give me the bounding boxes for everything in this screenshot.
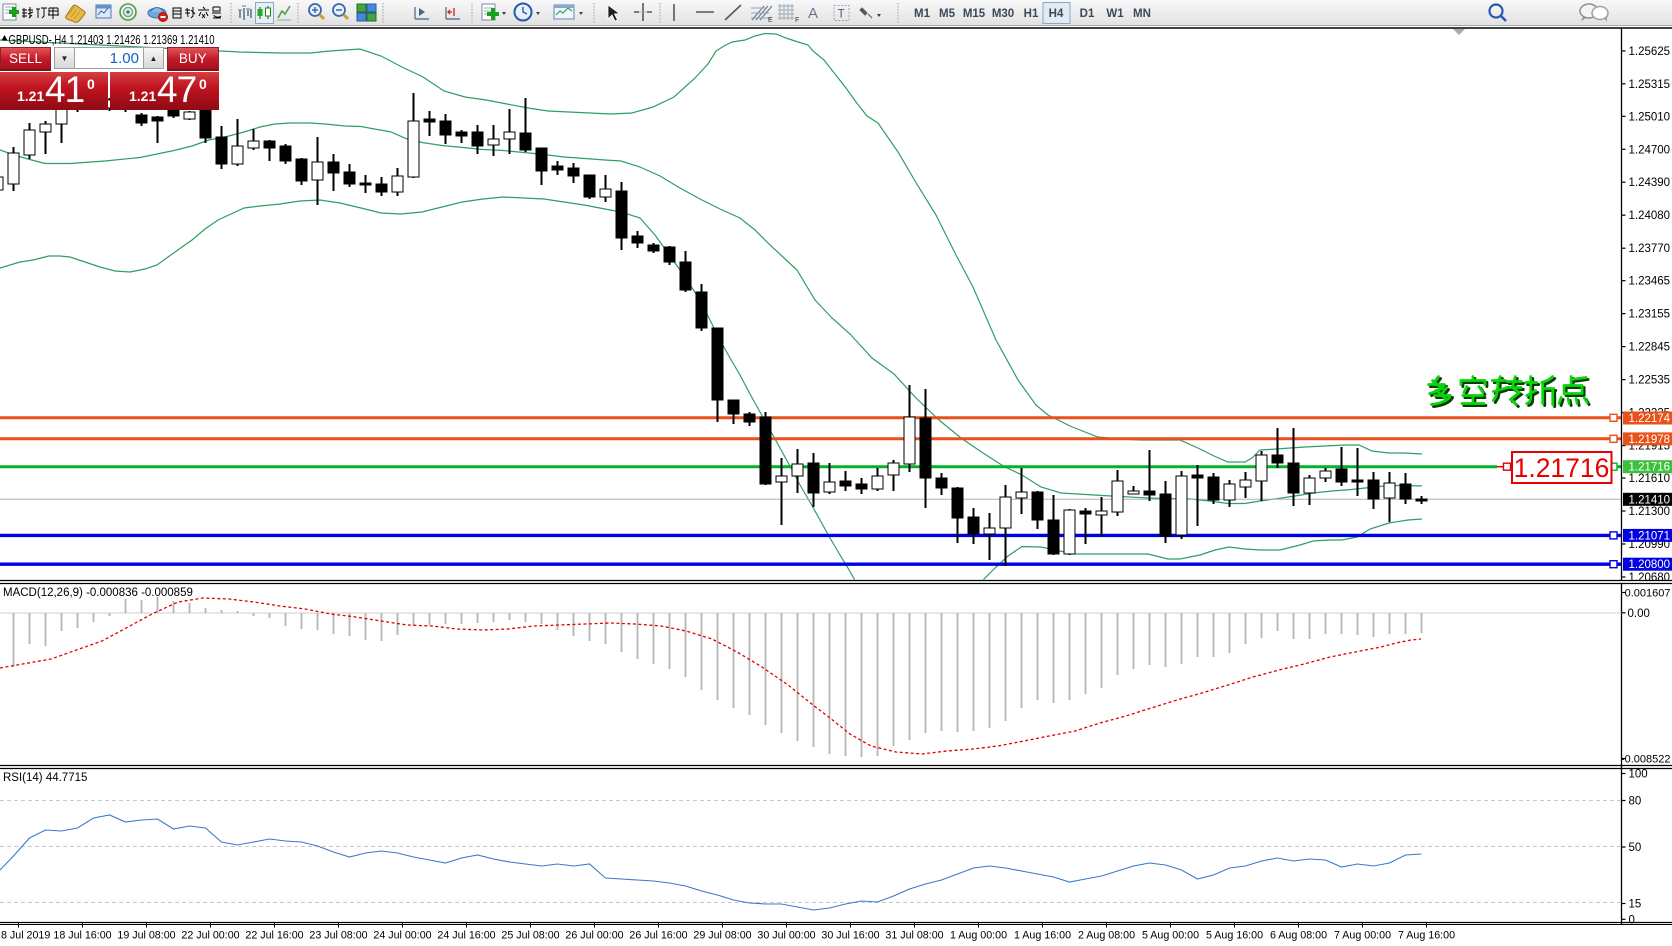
svg-text:22 Jul 16:00: 22 Jul 16:00 [245,930,303,942]
svg-text:26 Jul 16:00: 26 Jul 16:00 [629,930,687,942]
svg-text:D1: D1 [1080,8,1095,20]
svg-text:19 Jul 08:00: 19 Jul 08:00 [117,930,175,942]
svg-text:MN: MN [1133,8,1151,20]
svg-text:H1: H1 [1024,8,1039,20]
svg-text:1.21978: 1.21978 [1629,434,1671,446]
svg-text:8 Jul 2019: 8 Jul 2019 [1,930,50,942]
svg-text:31 Jul 08:00: 31 Jul 08:00 [885,930,943,942]
svg-text:5 Aug 00:00: 5 Aug 00:00 [1142,930,1199,942]
svg-text:1.25625: 1.25625 [1629,46,1671,58]
svg-text:7 Aug 16:00: 7 Aug 16:00 [1398,930,1455,942]
svg-text:1.24700: 1.24700 [1629,144,1671,156]
svg-text:0.001607: 0.001607 [1625,588,1671,600]
svg-text:22 Jul 00:00: 22 Jul 00:00 [181,930,239,942]
svg-text:80: 80 [1629,796,1642,808]
svg-text:100: 100 [1629,769,1648,781]
svg-text:1.21716: 1.21716 [1629,462,1671,474]
svg-text:1.22174: 1.22174 [1629,413,1671,425]
svg-text:1.21410: 1.21410 [1629,494,1671,506]
svg-text:1.20800: 1.20800 [1629,559,1671,571]
svg-text:M15: M15 [963,8,986,20]
svg-text:1.22845: 1.22845 [1629,342,1671,354]
svg-text:26 Jul 00:00: 26 Jul 00:00 [565,930,623,942]
svg-text:29 Jul 08:00: 29 Jul 08:00 [693,930,751,942]
svg-text:A: A [808,5,818,22]
svg-text:1.21071: 1.21071 [1629,530,1671,542]
svg-text:1.23770: 1.23770 [1629,243,1671,255]
svg-text:24 Jul 00:00: 24 Jul 00:00 [373,930,431,942]
svg-text:1.21610: 1.21610 [1629,473,1671,485]
svg-text:1.21300: 1.21300 [1629,506,1671,518]
svg-text:30 Jul 00:00: 30 Jul 00:00 [757,930,815,942]
svg-text:-0.008522: -0.008522 [1621,754,1671,766]
svg-text:RSI(14) 44.7715: RSI(14) 44.7715 [3,772,87,784]
svg-text:30 Jul 16:00: 30 Jul 16:00 [821,930,879,942]
svg-text:15: 15 [1629,899,1642,911]
svg-text:MACD(12,26,9) -0.000836 -0.000: MACD(12,26,9) -0.000836 -0.000859 [3,587,193,599]
svg-text:23 Jul 08:00: 23 Jul 08:00 [309,930,367,942]
svg-text:18 Jul 16:00: 18 Jul 16:00 [53,930,111,942]
svg-text:F: F [795,17,799,24]
svg-text:24 Jul 16:00: 24 Jul 16:00 [437,930,495,942]
svg-text:W1: W1 [1106,8,1124,20]
svg-text:H4: H4 [1049,8,1064,20]
svg-text:1.25315: 1.25315 [1629,79,1671,91]
svg-text:GBPUSD-,H4 1.21403 1.21426 1.: GBPUSD-,H4 1.21403 1.21426 1.21369 1.214… [9,33,215,47]
svg-text:25 Jul 08:00: 25 Jul 08:00 [501,930,559,942]
svg-text:M1: M1 [914,8,931,20]
svg-text:M5: M5 [939,8,956,20]
svg-text:1.21716: 1.21716 [1514,453,1610,483]
svg-text:6 Aug 08:00: 6 Aug 08:00 [1270,930,1327,942]
svg-text:1.20990: 1.20990 [1629,539,1671,551]
svg-text:7 Aug 00:00: 7 Aug 00:00 [1334,930,1391,942]
svg-text:50: 50 [1629,842,1642,854]
svg-text:1.22535: 1.22535 [1629,375,1671,387]
svg-text:1.23465: 1.23465 [1629,276,1671,288]
svg-text:0.00: 0.00 [1628,608,1650,620]
svg-text:1.25010: 1.25010 [1629,111,1671,123]
svg-text:1.23155: 1.23155 [1629,309,1671,321]
svg-text:5 Aug 16:00: 5 Aug 16:00 [1206,930,1263,942]
svg-text:T: T [838,7,846,21]
svg-text:2 Aug 08:00: 2 Aug 08:00 [1078,930,1135,942]
svg-text:1.24080: 1.24080 [1629,210,1671,222]
svg-text:0: 0 [1629,914,1635,926]
svg-text:1 Aug 16:00: 1 Aug 16:00 [1014,930,1071,942]
svg-text:E: E [768,17,773,24]
svg-text:1.24390: 1.24390 [1629,177,1671,189]
svg-text:1 Aug 00:00: 1 Aug 00:00 [950,930,1007,942]
svg-text:M30: M30 [992,8,1014,20]
